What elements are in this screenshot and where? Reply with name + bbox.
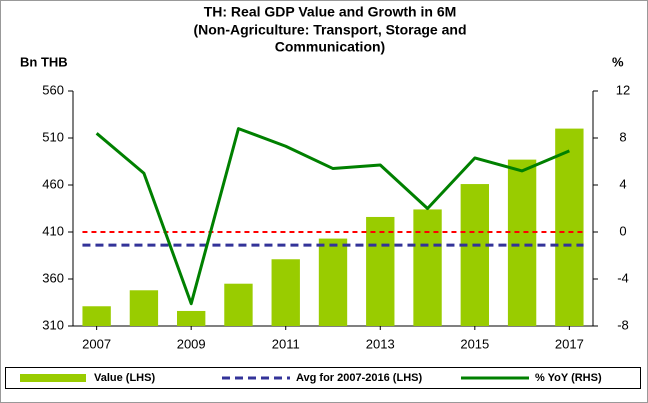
bar bbox=[460, 184, 489, 326]
bar bbox=[318, 238, 348, 326]
x-tick-label: 2013 bbox=[366, 336, 395, 351]
bar bbox=[82, 306, 111, 326]
bar bbox=[224, 283, 253, 326]
bar bbox=[555, 128, 584, 326]
y2-axis-label: % bbox=[612, 54, 624, 69]
chart-title: Communication) bbox=[275, 39, 385, 55]
y-tick-label: 460 bbox=[42, 176, 64, 191]
y-tick-label: 560 bbox=[42, 82, 64, 97]
x-tick-label: 2007 bbox=[82, 336, 111, 351]
chart-title: TH: Real GDP Value and Growth in 6M bbox=[204, 4, 457, 20]
legend bbox=[5, 367, 641, 389]
bar bbox=[129, 290, 159, 326]
y2-tick-label: -8 bbox=[617, 317, 629, 332]
y-tick-label: 410 bbox=[42, 223, 64, 238]
y2-tick-label: 4 bbox=[619, 176, 626, 191]
y-tick-label: 360 bbox=[42, 270, 64, 285]
bar bbox=[366, 216, 395, 326]
bar bbox=[413, 209, 442, 326]
bar bbox=[177, 310, 206, 326]
y2-tick-label: 12 bbox=[616, 82, 630, 97]
y2-tick-label: -4 bbox=[617, 270, 629, 285]
y-tick-label: 310 bbox=[42, 317, 64, 332]
x-tick-label: 2015 bbox=[460, 336, 489, 351]
x-tick-label: 2017 bbox=[555, 336, 584, 351]
bar bbox=[507, 159, 537, 326]
yoy-line bbox=[95, 127, 570, 306]
legend-label: Avg for 2007-2016 (LHS) bbox=[296, 372, 422, 384]
legend-label: Value (LHS) bbox=[94, 372, 155, 384]
y2-tick-label: 0 bbox=[619, 223, 626, 238]
x-tick-label: 2009 bbox=[177, 336, 206, 351]
legend-swatch bbox=[20, 374, 86, 382]
legend-label: % YoY (RHS) bbox=[535, 372, 602, 384]
y-axis-label: Bn THB bbox=[20, 54, 68, 69]
chart-title: (Non-Agriculture: Transport, Storage and bbox=[193, 22, 466, 38]
y2-tick-label: 8 bbox=[619, 129, 626, 144]
x-tick-label: 2011 bbox=[272, 336, 300, 351]
y-tick-label: 510 bbox=[42, 129, 64, 144]
bar bbox=[271, 259, 300, 326]
